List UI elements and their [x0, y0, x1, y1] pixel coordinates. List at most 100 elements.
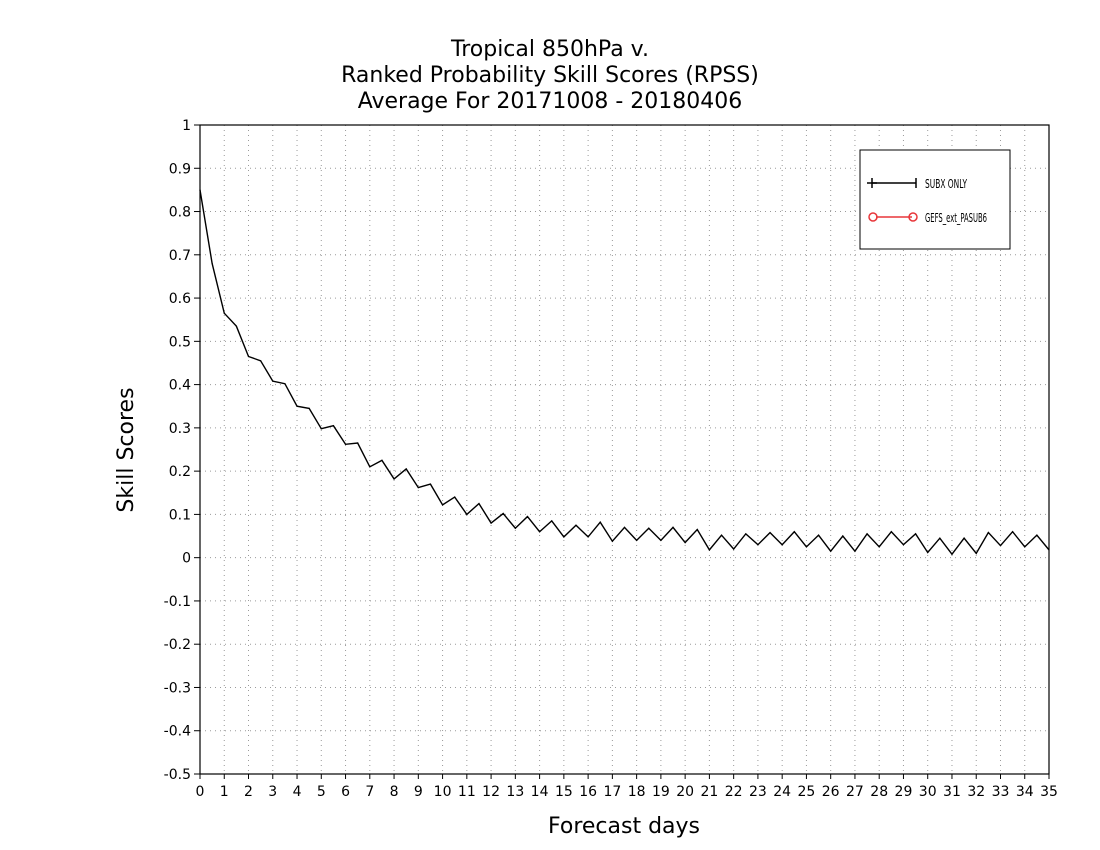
x-tick-label: 16: [579, 784, 597, 800]
data-point: [769, 531, 771, 534]
data-point: [332, 425, 335, 427]
y-tick-label: 0.2: [169, 464, 191, 480]
x-tick-label: 29: [895, 784, 913, 800]
y-tick-label: 0.9: [169, 161, 191, 177]
data-point: [842, 535, 844, 537]
data-point: [720, 534, 723, 536]
data-point: [502, 512, 504, 515]
legend-label-gefs: GEFS_ext_PASUB6: [925, 211, 987, 225]
y-tick-label: 0.1: [169, 507, 191, 523]
legend-label-subx: SUBX ONLY: [925, 177, 967, 191]
y-tick-label: 0: [182, 551, 191, 567]
data-point: [441, 504, 444, 506]
data-point: [478, 502, 480, 505]
data-point: [454, 496, 456, 498]
x-tick-label: 10: [434, 784, 452, 800]
x-tick-label: 0: [196, 784, 205, 800]
data-point: [975, 552, 977, 554]
data-point: [1048, 549, 1050, 551]
data-point: [648, 527, 650, 529]
data-point: [599, 521, 601, 523]
data-point: [526, 515, 529, 518]
x-axis-label: Forecast days: [548, 814, 700, 839]
y-axis-label: Skill Scores: [114, 387, 139, 512]
x-tick-label: 11: [458, 784, 476, 800]
x-tick-label: 30: [919, 784, 937, 800]
grid: [200, 125, 1049, 774]
data-point: [223, 312, 225, 314]
data-point: [1036, 534, 1038, 536]
data-point: [429, 483, 432, 485]
data-point: [708, 549, 711, 551]
y-tick-label: -0.2: [164, 637, 191, 653]
data-point: [611, 540, 613, 542]
data-point: [344, 443, 347, 445]
x-tick-label: 24: [773, 784, 791, 800]
chart-title-line-3: Average For 20171008 - 20180406: [357, 89, 743, 114]
y-tick-label: -0.5: [164, 767, 191, 783]
x-tick-label: 32: [967, 784, 985, 800]
data-point: [272, 380, 274, 382]
x-tick-label: 15: [555, 784, 573, 800]
data-point: [563, 536, 565, 538]
x-tick-label: 19: [652, 784, 670, 800]
x-tick-label: 34: [1016, 784, 1034, 800]
x-axis: 0 1 2 3 4 5 6 7 8 9 10 11 12 13 14 15 16 17 18 19 20 21 22 23 24…: [196, 774, 1058, 800]
data-point: [405, 468, 407, 470]
series: [199, 189, 1050, 556]
data-point: [490, 522, 492, 524]
data-point: [417, 486, 419, 489]
data-point: [247, 355, 250, 358]
x-tick-label: 8: [390, 784, 399, 800]
data-point: [733, 548, 735, 550]
data-point: [781, 544, 783, 546]
data-point: [987, 531, 989, 534]
data-point: [235, 325, 237, 327]
data-point: [551, 520, 553, 522]
x-tick-label: 17: [603, 784, 621, 800]
y-tick-label: 1: [182, 118, 191, 134]
x-tick-label: 13: [506, 784, 524, 800]
x-tick-label: 12: [482, 784, 500, 800]
x-tick-label: 4: [293, 784, 302, 800]
data-point: [575, 524, 577, 526]
data-point: [878, 546, 880, 548]
data-point: [393, 478, 395, 480]
x-tick-label: 35: [1040, 784, 1058, 800]
x-tick-label: 3: [268, 784, 277, 800]
data-point: [805, 546, 808, 548]
x-tick-label: 5: [317, 784, 326, 800]
data-point: [902, 544, 905, 546]
data-point: [623, 526, 626, 528]
data-point: [211, 262, 213, 265]
data-point: [466, 513, 468, 516]
x-tick-label: 1: [220, 784, 229, 800]
data-point: [284, 383, 286, 385]
x-tick-label: 31: [943, 784, 961, 800]
data-point: [963, 537, 965, 539]
data-point: [320, 428, 322, 430]
data-point: [296, 405, 298, 407]
y-tick-label: 0.8: [169, 205, 191, 221]
data-point: [999, 544, 1002, 547]
data-point: [587, 536, 589, 538]
x-tick-label: 22: [725, 784, 743, 800]
x-tick-label: 28: [870, 784, 888, 800]
data-point: [939, 537, 941, 539]
legend-marker-gefs-2: [908, 212, 918, 222]
y-tick-label: 0.6: [169, 291, 191, 307]
x-tick-label: 33: [992, 784, 1010, 800]
data-point: [793, 531, 795, 533]
data-point: [951, 553, 953, 555]
x-tick-label: 18: [628, 784, 646, 800]
data-point: [696, 528, 698, 531]
data-point: [672, 526, 674, 528]
x-tick-label: 21: [700, 784, 718, 800]
data-point: [1012, 531, 1014, 533]
legend-box: [859, 149, 1011, 250]
data-point: [260, 360, 262, 362]
data-point: [369, 466, 371, 468]
x-tick-label: 6: [341, 784, 350, 800]
